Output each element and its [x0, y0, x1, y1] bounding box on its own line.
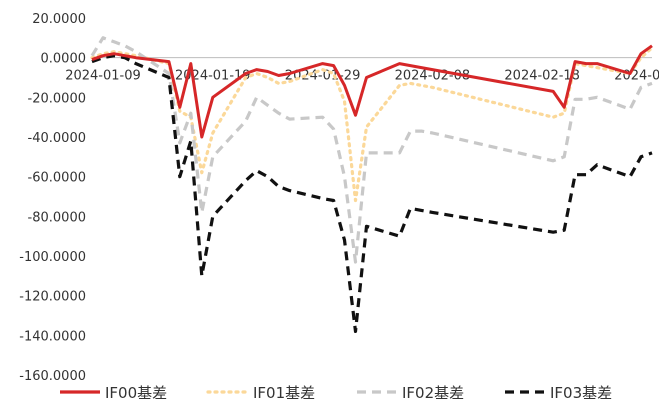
y-tick-label: 0.0000	[41, 52, 87, 67]
y-tick-label: -60.0000	[28, 171, 86, 186]
legend-label: IF03基差	[550, 384, 612, 401]
y-axis: 20.0000 0.0000 -20.0000 -40.0000 -60.0000 -80…	[19, 12, 86, 384]
y-tick-label: -160.0000	[19, 369, 86, 384]
y-tick-label: 20.0000	[32, 12, 86, 27]
legend-label: IF02基差	[402, 384, 464, 401]
y-tick-label: -20.0000	[28, 91, 86, 106]
y-tick-label: -80.0000	[28, 210, 86, 225]
legend-label: IF00基差	[105, 384, 167, 401]
x-tick-label: 2024-02-18	[504, 69, 580, 84]
y-tick-label: -120.0000	[19, 290, 86, 305]
series-line-if00	[91, 44, 653, 139]
series-layer	[90, 36, 654, 333]
x-axis: 2024-01-09 2024-01-19 2024-01-29 2024-02-08…	[65, 57, 659, 84]
legend: IF00基差 IF01基差 IF02基差 IF03基差	[60, 384, 612, 401]
series-line-if02	[90, 36, 653, 264]
y-tick-label: -40.0000	[28, 131, 86, 146]
x-tick-label: 2024-01-09	[65, 69, 141, 84]
legend-label: IF01基差	[253, 384, 315, 401]
y-tick-label: -100.0000	[19, 250, 86, 265]
y-tick-label: -140.0000	[19, 329, 86, 344]
series-line-if03	[91, 54, 653, 333]
